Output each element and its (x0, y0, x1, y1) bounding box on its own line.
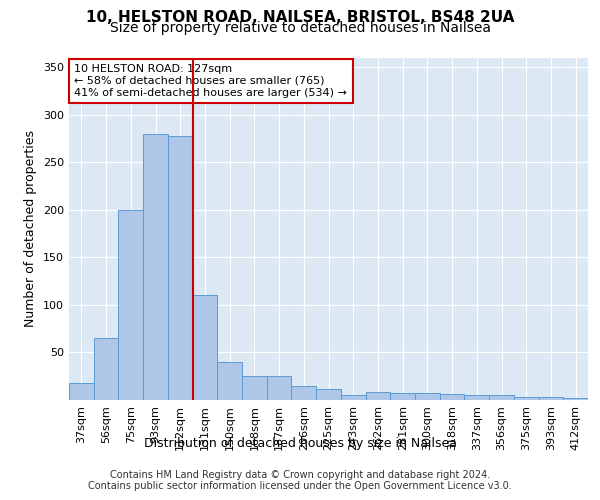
Bar (168, 136, 193, 400)
Bar (539, 397, 563, 400)
Text: Size of property relative to detached houses in Nailsea: Size of property relative to detached ho… (110, 21, 491, 35)
Bar (341, 395, 365, 400)
Bar (118, 210, 143, 400)
Text: 10 HELSTON ROAD: 127sqm
← 58% of detached houses are smaller (765)
41% of semi-d: 10 HELSTON ROAD: 127sqm ← 58% of detache… (74, 64, 347, 98)
Bar (464, 395, 489, 400)
Bar (415, 394, 440, 400)
Text: Contains HM Land Registry data © Crown copyright and database right 2024.: Contains HM Land Registry data © Crown c… (110, 470, 490, 480)
Bar (267, 376, 292, 400)
Bar (242, 376, 267, 400)
Y-axis label: Number of detached properties: Number of detached properties (25, 130, 37, 327)
Bar (489, 395, 514, 400)
Bar (390, 394, 415, 400)
Bar (365, 392, 390, 400)
Bar (292, 386, 316, 400)
Text: Distribution of detached houses by size in Nailsea: Distribution of detached houses by size … (143, 438, 457, 450)
Bar (563, 398, 588, 400)
Bar (316, 388, 341, 400)
Bar (514, 397, 539, 400)
Bar (217, 362, 242, 400)
Text: Contains public sector information licensed under the Open Government Licence v3: Contains public sector information licen… (88, 481, 512, 491)
Bar (440, 394, 464, 400)
Bar (143, 134, 168, 400)
Text: 10, HELSTON ROAD, NAILSEA, BRISTOL, BS48 2UA: 10, HELSTON ROAD, NAILSEA, BRISTOL, BS48… (86, 10, 514, 25)
Bar (94, 338, 118, 400)
Bar (193, 296, 217, 400)
Bar (69, 383, 94, 400)
